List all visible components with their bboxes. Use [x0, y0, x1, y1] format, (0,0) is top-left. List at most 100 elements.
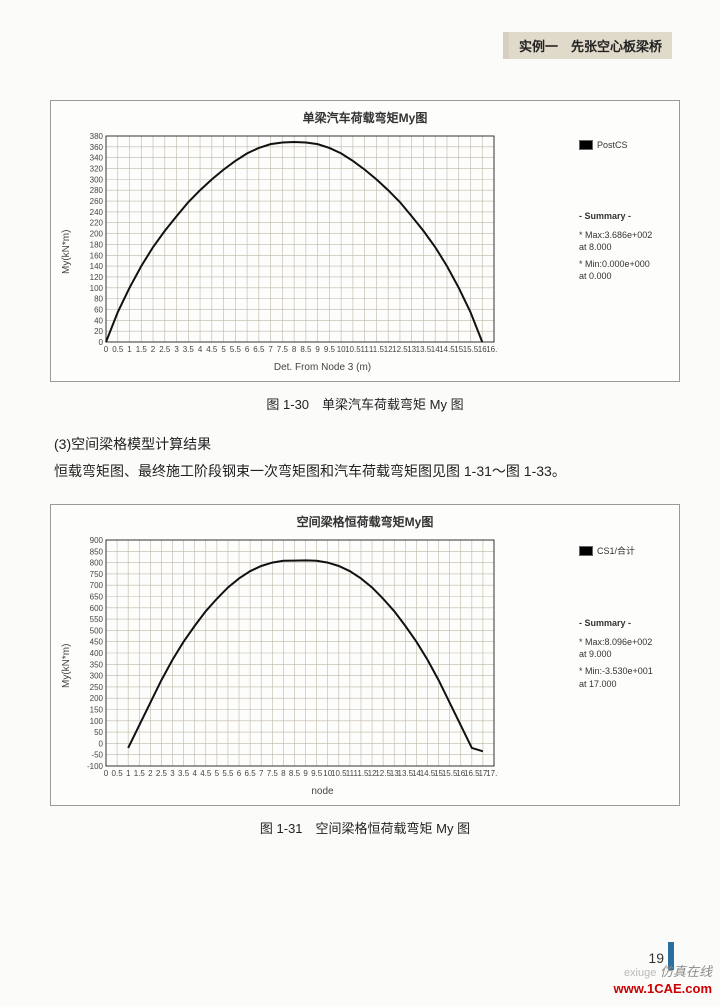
svg-text:2.5: 2.5 — [159, 345, 171, 354]
body-line-1: (3)空间梁格模型计算结果 — [54, 431, 676, 458]
svg-text:50: 50 — [94, 728, 103, 737]
svg-text:220: 220 — [90, 219, 104, 228]
svg-text:200: 200 — [90, 694, 104, 703]
chart-2-summary: - Summary - * Max:8.096e+002 at 9.000 * … — [579, 617, 671, 690]
svg-text:300: 300 — [90, 672, 104, 681]
svg-text:9.5: 9.5 — [311, 769, 323, 778]
chart-1-xlabel: Det. From Node 3 (m) — [74, 362, 571, 373]
svg-text:8: 8 — [281, 769, 286, 778]
svg-text:10.5: 10.5 — [345, 345, 361, 354]
svg-text:350: 350 — [90, 660, 104, 669]
chart-1-ylabel: My(kN*m) — [59, 130, 74, 373]
svg-text:120: 120 — [90, 273, 104, 282]
chart-1-plot-col: 0204060801001201401601802002202402602803… — [74, 130, 571, 373]
svg-text:4: 4 — [198, 345, 203, 354]
chart-2-ylabel: My(kN*m) — [59, 534, 74, 797]
svg-text:140: 140 — [90, 262, 104, 271]
svg-text:7: 7 — [259, 769, 264, 778]
svg-text:650: 650 — [90, 593, 104, 602]
chart-1: 单梁汽车荷载弯矩My图 My(kN*m) 0204060801001201401… — [50, 100, 680, 382]
svg-text:5.5: 5.5 — [230, 345, 242, 354]
summary-title: - Summary - — [579, 617, 671, 630]
chart-2: 空间梁格恒荷载弯矩My图 My(kN*m) -100-5005010015020… — [50, 504, 680, 806]
svg-text:5.5: 5.5 — [222, 769, 234, 778]
svg-text:160: 160 — [90, 251, 104, 260]
svg-text:0: 0 — [99, 740, 104, 749]
svg-text:6.5: 6.5 — [245, 769, 257, 778]
chart-2-xlabel: node — [74, 786, 571, 797]
summary-min-at: at 0.000 — [579, 270, 671, 283]
svg-text:6.5: 6.5 — [253, 345, 265, 354]
summary-min-at: at 17.000 — [579, 678, 671, 691]
svg-text:7.5: 7.5 — [267, 769, 279, 778]
chart-1-body: My(kN*m) 0204060801001201401601802002202… — [59, 130, 671, 373]
header-title: 实例一 先张空心板梁桥 — [519, 39, 662, 54]
svg-text:360: 360 — [90, 143, 104, 152]
svg-text:450: 450 — [90, 638, 104, 647]
svg-text:4: 4 — [192, 769, 197, 778]
svg-text:8.5: 8.5 — [289, 769, 301, 778]
svg-text:-50: -50 — [91, 751, 103, 760]
svg-text:280: 280 — [90, 186, 104, 195]
svg-text:600: 600 — [90, 604, 104, 613]
svg-text:0.5: 0.5 — [112, 769, 124, 778]
header-tab: 实例一 先张空心板梁桥 — [503, 32, 672, 59]
chart-1-title: 单梁汽车荷载弯矩My图 — [59, 109, 671, 126]
wm-line2: www.1CAE.com — [614, 981, 712, 996]
svg-text:0: 0 — [104, 769, 109, 778]
summary-max-at: at 9.000 — [579, 648, 671, 661]
svg-text:13.5: 13.5 — [416, 345, 432, 354]
chart-2-body: My(kN*m) -100-50050100150200250300350400… — [59, 534, 671, 797]
chart-1-plot: 0204060801001201401601802002202402602803… — [78, 130, 571, 360]
summary-title: - Summary - — [579, 210, 671, 223]
svg-text:5: 5 — [221, 345, 226, 354]
svg-text:5: 5 — [215, 769, 220, 778]
summary-min: * Min:-3.530e+001 — [579, 665, 671, 678]
svg-text:1.5: 1.5 — [134, 769, 146, 778]
summary-max: * Max:8.096e+002 — [579, 636, 671, 649]
chart-2-title: 空间梁格恒荷载弯矩My图 — [59, 513, 671, 530]
svg-text:1: 1 — [126, 769, 131, 778]
svg-text:2: 2 — [148, 769, 153, 778]
chart-2-legend-label: CS1/合计 — [597, 544, 635, 557]
svg-text:2.5: 2.5 — [156, 769, 168, 778]
svg-text:80: 80 — [94, 295, 103, 304]
svg-text:260: 260 — [90, 197, 104, 206]
svg-text:900: 900 — [90, 536, 104, 545]
svg-text:12.5: 12.5 — [392, 345, 408, 354]
svg-text:240: 240 — [90, 208, 104, 217]
body-text: (3)空间梁格模型计算结果 恒载弯矩图、最终施工阶段钢束一次弯矩图和汽车荷载弯矩… — [54, 431, 676, 484]
svg-text:9: 9 — [303, 769, 308, 778]
svg-text:15.5: 15.5 — [463, 345, 479, 354]
svg-text:6: 6 — [237, 769, 242, 778]
svg-text:14.5: 14.5 — [439, 345, 455, 354]
svg-text:100: 100 — [90, 284, 104, 293]
body-line-2: 恒载弯矩图、最终施工阶段钢束一次弯矩图和汽车荷载弯矩图见图 1-31～图 1-3… — [54, 458, 676, 485]
summary-max: * Max:3.686e+002 — [579, 229, 671, 242]
svg-text:6: 6 — [245, 345, 250, 354]
svg-text:550: 550 — [90, 615, 104, 624]
svg-text:7.5: 7.5 — [277, 345, 289, 354]
summary-min: * Min:0.000e+000 — [579, 258, 671, 271]
svg-text:100: 100 — [90, 717, 104, 726]
wm-line1: 仿真在线 — [660, 964, 712, 979]
svg-text:150: 150 — [90, 706, 104, 715]
svg-text:0.5: 0.5 — [112, 345, 124, 354]
svg-text:4.5: 4.5 — [206, 345, 218, 354]
svg-text:4.5: 4.5 — [200, 769, 212, 778]
svg-text:250: 250 — [90, 683, 104, 692]
svg-text:800: 800 — [90, 559, 104, 568]
svg-text:1.5: 1.5 — [136, 345, 148, 354]
svg-text:8.5: 8.5 — [300, 345, 312, 354]
wm-prefix: exiuge — [624, 967, 656, 979]
chart-1-legend-label: PostCS — [597, 140, 628, 150]
svg-text:20: 20 — [94, 327, 103, 336]
page: 实例一 先张空心板梁桥 单梁汽车荷载弯矩My图 My(kN*m) 0204060… — [0, 0, 720, 1006]
svg-text:300: 300 — [90, 175, 104, 184]
svg-text:16.5: 16.5 — [486, 345, 498, 354]
chart-2-plot-col: -100-50050100150200250300350400450500550… — [74, 534, 571, 797]
legend-swatch-icon — [579, 140, 593, 150]
svg-text:40: 40 — [94, 316, 103, 325]
svg-text:200: 200 — [90, 230, 104, 239]
svg-text:750: 750 — [90, 570, 104, 579]
